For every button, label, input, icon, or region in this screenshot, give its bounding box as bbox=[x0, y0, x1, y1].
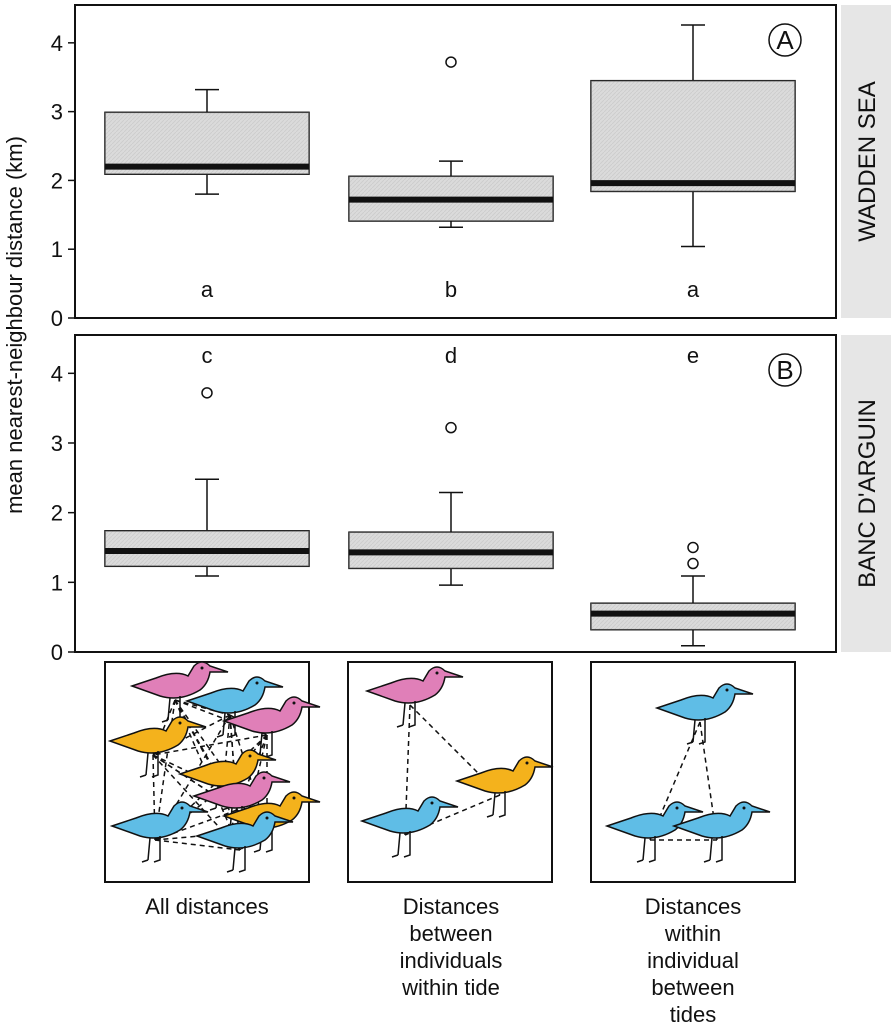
bird-icon bbox=[454, 756, 554, 818]
box-tint bbox=[591, 80, 795, 192]
bird-eye bbox=[725, 688, 729, 692]
bird-eye bbox=[435, 671, 439, 675]
x-category-label: Distances between individuals within tid… bbox=[399, 894, 503, 1000]
bird-icon bbox=[221, 791, 321, 853]
bird-body bbox=[191, 771, 291, 809]
illustration-frame bbox=[590, 661, 796, 883]
outlier bbox=[445, 421, 457, 434]
group-letter: a bbox=[201, 277, 214, 302]
y-tick-label: 1 bbox=[51, 237, 63, 262]
bird-icon bbox=[129, 661, 229, 723]
bird-legs bbox=[141, 836, 161, 863]
bird-eye bbox=[430, 801, 434, 805]
bird-icon bbox=[671, 801, 771, 863]
y-tick-label: 0 bbox=[51, 640, 63, 665]
bird-legs bbox=[391, 831, 411, 858]
group-letter: e bbox=[687, 343, 699, 368]
bird-eye bbox=[200, 666, 204, 670]
y-tick-label: 4 bbox=[51, 361, 63, 386]
outlier bbox=[201, 387, 213, 399]
y-tick-label: 3 bbox=[51, 431, 63, 456]
distance-line bbox=[152, 734, 268, 756]
y-axis-label: mean nearest-neighbour distance (km) bbox=[2, 136, 27, 514]
bird-eye bbox=[180, 806, 184, 810]
bird-body bbox=[604, 801, 704, 839]
plot-frame bbox=[74, 334, 837, 653]
bird-legs bbox=[636, 836, 656, 863]
bird-icon bbox=[654, 683, 754, 745]
bird-legs bbox=[703, 836, 723, 863]
bird-body bbox=[364, 666, 464, 704]
bird-eye bbox=[525, 761, 529, 765]
panel-badge bbox=[768, 23, 802, 57]
bird-eye bbox=[248, 754, 252, 758]
group-letter: d bbox=[445, 343, 457, 368]
bird-body bbox=[129, 661, 229, 699]
bird-body bbox=[359, 796, 459, 834]
distance-line bbox=[239, 734, 268, 851]
distance-line bbox=[222, 714, 231, 789]
bird-body bbox=[221, 791, 321, 829]
bird-body bbox=[107, 716, 207, 754]
outlier bbox=[687, 541, 699, 554]
panel-label: A bbox=[776, 25, 794, 55]
bird-icon bbox=[364, 666, 464, 728]
bird-body bbox=[671, 801, 771, 839]
bird-legs bbox=[396, 701, 416, 728]
bird-eye bbox=[265, 816, 269, 820]
x-category-label: Distances within individual between tide… bbox=[644, 894, 742, 1027]
bird-icon bbox=[604, 801, 704, 863]
outlier bbox=[687, 557, 699, 570]
strip bbox=[841, 335, 891, 652]
bird-eye bbox=[255, 681, 259, 685]
y-tick-label: 2 bbox=[51, 168, 63, 193]
bird-eye bbox=[292, 701, 296, 705]
bird-eye bbox=[262, 776, 266, 780]
bird-legs bbox=[686, 718, 706, 745]
y-tick-label: 2 bbox=[51, 501, 63, 526]
bird-icon bbox=[109, 801, 209, 863]
bird-eye bbox=[292, 796, 296, 800]
bird-icon bbox=[194, 811, 294, 873]
bird-body bbox=[109, 801, 209, 839]
bird-body bbox=[454, 756, 554, 794]
bird-body bbox=[221, 696, 321, 734]
y-tick-label: 3 bbox=[51, 100, 63, 125]
y-tick-label: 4 bbox=[51, 31, 63, 56]
bird-legs bbox=[139, 751, 159, 778]
distance-line bbox=[409, 704, 501, 796]
distance-line bbox=[152, 754, 241, 851]
bird-eye bbox=[742, 806, 746, 810]
box bbox=[590, 79, 796, 193]
bird-body bbox=[184, 676, 284, 714]
bird-body bbox=[194, 811, 294, 849]
bird-legs bbox=[226, 846, 246, 873]
panel-label: B bbox=[776, 355, 793, 385]
outlier bbox=[445, 56, 457, 68]
bird-icon bbox=[359, 796, 459, 858]
y-tick-label: 0 bbox=[51, 306, 63, 331]
group-letter: a bbox=[687, 277, 700, 302]
strip-label: BANC D'ARGUIN bbox=[854, 399, 881, 588]
group-letter: c bbox=[202, 343, 213, 368]
y-tick-label: 1 bbox=[51, 570, 63, 595]
strip-label: WADDEN SEA bbox=[854, 81, 881, 241]
x-category-label: All distances bbox=[145, 894, 269, 919]
bird-eye bbox=[178, 721, 182, 725]
distance-line bbox=[152, 754, 268, 831]
group-letter: b bbox=[445, 277, 457, 302]
bird-body bbox=[654, 683, 754, 721]
panel-badge bbox=[768, 353, 802, 387]
bird-icon bbox=[107, 716, 207, 778]
bird-eye bbox=[675, 806, 679, 810]
bird-legs bbox=[486, 791, 506, 818]
strip bbox=[841, 5, 891, 318]
